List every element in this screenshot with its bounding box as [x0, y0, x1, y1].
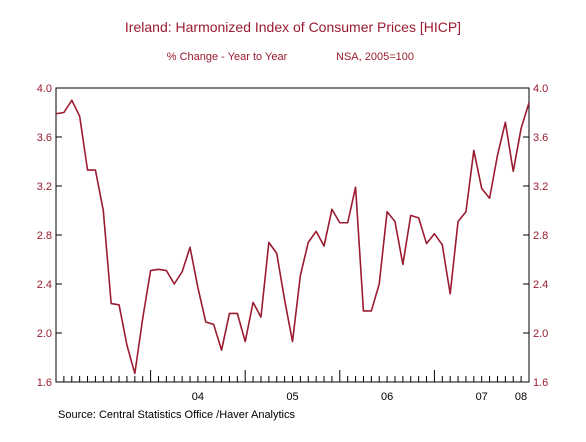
y-tick-label-left: 3.6: [37, 132, 52, 144]
x-tick-label: 08: [515, 391, 527, 403]
chart-subtitle-right: NSA, 2005=100: [336, 51, 414, 63]
y-tick-label-right: 1.6: [533, 377, 548, 389]
x-tick-label: 04: [192, 391, 204, 403]
y-tick-label-right: 3.6: [533, 132, 548, 144]
y-tick-label-left: 2.4: [37, 279, 52, 291]
x-tick-label: 05: [286, 391, 298, 403]
chart-title: Ireland: Harmonized Index of Consumer Pr…: [125, 19, 461, 35]
y-tick-label-left: 4.0: [37, 83, 52, 95]
x-tick-label: 06: [381, 391, 393, 403]
y-tick-label-left: 2.0: [37, 328, 52, 340]
y-tick-label-left: 3.2: [37, 181, 52, 193]
y-tick-label-right: 2.8: [533, 230, 548, 242]
y-tick-label-right: 2.0: [533, 328, 548, 340]
y-tick-label-right: 4.0: [533, 83, 548, 95]
source-note: Source: Central Statistics Office /Haver…: [58, 409, 295, 421]
y-axis-left: 1.6 2.0 2.4 2.8 3.2 3.6 4.0: [37, 83, 62, 389]
chart-subtitle-left: % Change - Year to Year: [167, 51, 288, 63]
y-tick-label-left: 1.6: [37, 377, 52, 389]
y-tick-label-left: 2.8: [37, 230, 52, 242]
series-group: [55, 99, 530, 375]
series-line: [55, 99, 530, 375]
y-tick-label-right: 2.4: [533, 279, 548, 291]
y-axis-right: 1.6 2.0 2.4 2.8 3.2 3.6 4.0: [523, 83, 548, 389]
x-tick-label: 07: [476, 391, 488, 403]
x-axis: 04 05 06 07 08: [55, 370, 530, 403]
y-tick-label-right: 3.2: [533, 181, 548, 193]
